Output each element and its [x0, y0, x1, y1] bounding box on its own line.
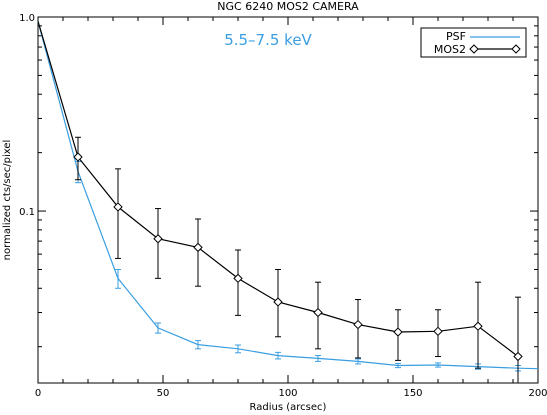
legend: PSF MOS2 — [420, 27, 527, 58]
y-tick-label: 1.0 — [19, 13, 35, 24]
data-point-mos2 — [113, 202, 123, 212]
error-bar-psf — [315, 355, 321, 362]
data-point-mos2 — [233, 273, 243, 284]
series-line-psf — [37, 21, 539, 370]
x-axis-label: Radius (arcsec) — [250, 402, 327, 413]
data-point-mos2 — [513, 351, 523, 362]
error-bar-psf — [115, 268, 121, 289]
error-bar-psf — [155, 322, 161, 334]
error-bar-psf — [195, 340, 201, 350]
y-tick-label: 0.1 — [19, 207, 35, 218]
data-point-mos2 — [73, 152, 83, 162]
error-bar-mos2 — [115, 168, 121, 259]
error-bar-mos2 — [515, 296, 521, 384]
legend-marker-mos2-left — [469, 44, 479, 54]
legend-marker-mos2-right — [511, 44, 521, 54]
error-bar-psf — [355, 358, 361, 365]
error-bar-mos2 — [155, 208, 161, 279]
x-tick-label: 200 — [528, 388, 547, 399]
x-tick-label: 100 — [278, 388, 297, 399]
data-point-mos2 — [153, 234, 163, 244]
data-point-mos2 — [433, 326, 443, 337]
data-point-mos2 — [193, 242, 203, 253]
error-bar-psf — [395, 362, 401, 369]
error-bar-mos2 — [195, 218, 201, 287]
x-tick-label: 50 — [157, 388, 170, 399]
y-axis-label: normalized cts/sec/pixel — [2, 140, 13, 261]
legend-label-mos2: MOS2 — [434, 43, 466, 56]
data-point-mos2 — [273, 297, 283, 307]
data-point-mos2 — [393, 327, 403, 337]
data-point-mos2 — [353, 319, 363, 330]
legend-label-psf: PSF — [446, 30, 466, 43]
chart-title: NGC 6240 MOS2 CAMERA — [217, 0, 359, 13]
error-bar-psf — [275, 351, 281, 360]
axis-ticks: 0 50 100 150 200 1.0 0.1 — [19, 13, 547, 399]
series-layer — [37, 21, 539, 384]
x-tick-label: 0 — [35, 388, 41, 399]
error-bar-psf — [435, 362, 441, 368]
data-point-mos2 — [473, 321, 483, 331]
error-bar-psf — [235, 344, 241, 354]
chart-annotation: 5.5–7.5 keV — [224, 31, 312, 49]
data-point-mos2 — [313, 307, 323, 318]
x-tick-label: 150 — [403, 388, 422, 399]
